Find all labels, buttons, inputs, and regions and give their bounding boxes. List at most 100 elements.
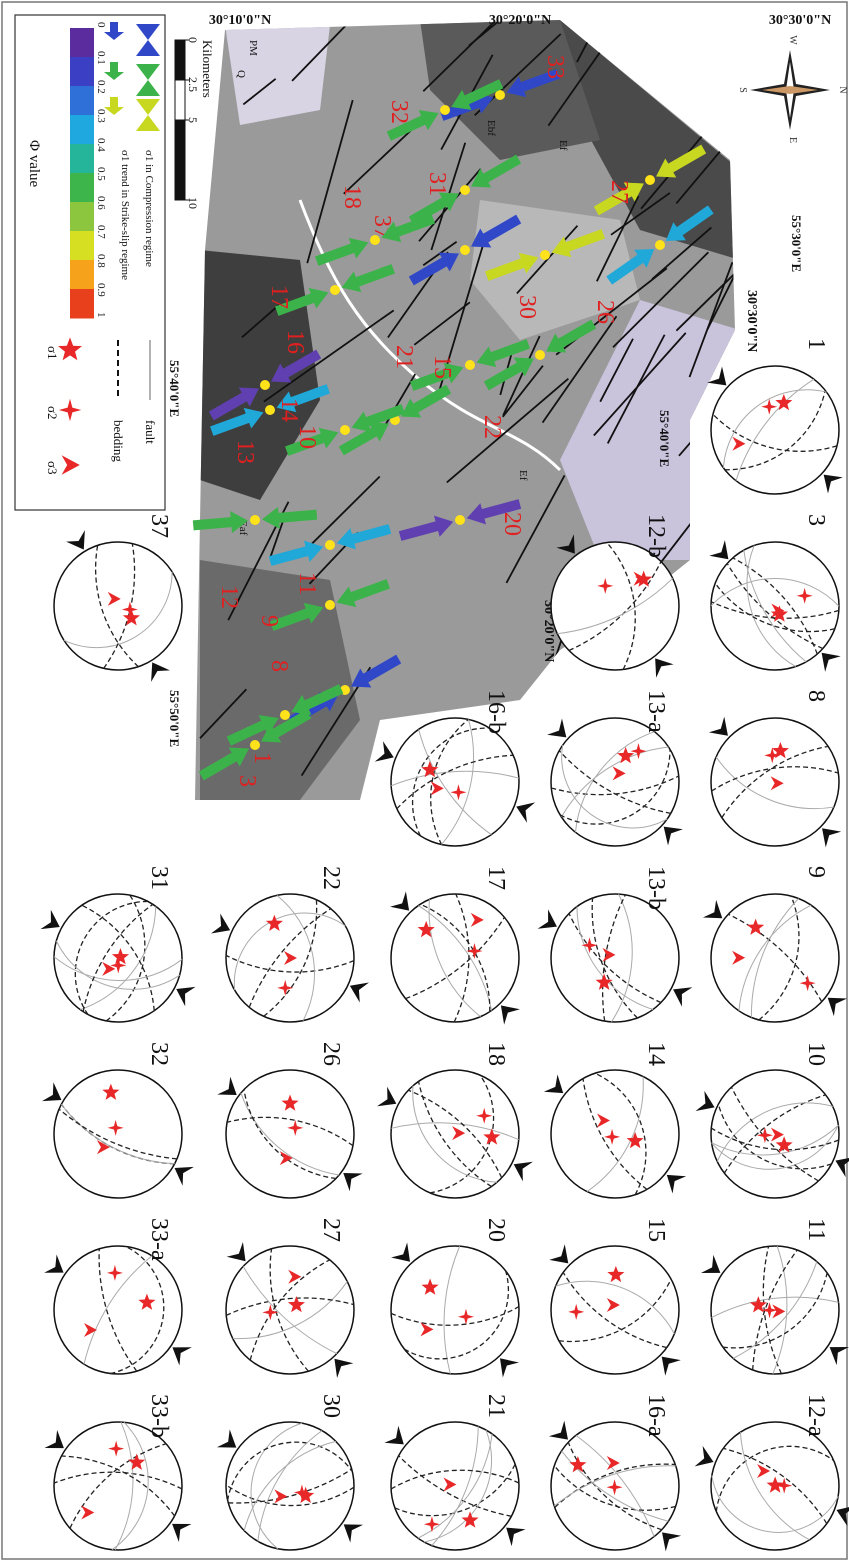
site-dot <box>325 600 335 610</box>
site-label: 31 <box>424 172 450 196</box>
colorbar-band <box>70 289 94 319</box>
longitude-label: 55°40'0"E <box>167 360 182 417</box>
stereonet-label: 10 <box>803 1042 829 1066</box>
site-label: 12 <box>216 585 242 609</box>
stereonet-label: 26 <box>318 1042 344 1066</box>
site-label: 30 <box>514 295 540 319</box>
colorbar-band <box>70 86 94 116</box>
colorbar-tick-label: 0.7 <box>95 225 107 239</box>
site-label: 32 <box>386 100 412 124</box>
site-label: 17 <box>266 285 292 309</box>
colorbar-tick-label: 0.3 <box>95 109 107 123</box>
colorbar-tick-label: 0.4 <box>95 138 107 152</box>
stereonet-label: 12-a <box>803 1394 829 1437</box>
stereonet-label: 14 <box>643 1042 669 1066</box>
scale-tick-label: 5 <box>186 117 200 123</box>
site-label: 15 <box>429 355 455 379</box>
site-dot <box>440 105 450 115</box>
stereonet-label: 20 <box>483 1218 509 1242</box>
site-label: 14 <box>276 398 302 422</box>
stereonet-circle <box>551 542 679 670</box>
legend-label: σ2 <box>45 406 60 420</box>
stereonet-circle <box>54 1070 182 1198</box>
site-dot <box>370 235 380 245</box>
colorbar-band <box>70 28 94 58</box>
colorbar-tick-label: 0.9 <box>95 283 107 297</box>
site-dot <box>465 360 475 370</box>
legend-label: σ1 in Compression regime <box>143 150 155 267</box>
site-dot <box>265 405 275 415</box>
legend-label: σ1 trend in Strike-slip regime <box>119 150 131 280</box>
stereonet-circle <box>54 542 182 670</box>
longitude-label: 55°50'0"E <box>167 690 182 747</box>
stereonet-circle <box>711 894 839 1022</box>
colorbar-tick-label: 0.6 <box>95 196 107 210</box>
unit-label: PM <box>247 40 259 56</box>
site-dot <box>330 285 340 295</box>
site-dot <box>540 250 550 260</box>
site-label: 8 <box>266 660 292 672</box>
colorbar-tick-label: 1 <box>95 312 107 318</box>
site-dot <box>325 540 335 550</box>
site-label: 18 <box>339 185 365 209</box>
site-label: 11 <box>294 572 320 595</box>
stereonet-label: 8 <box>803 690 829 702</box>
unit-label: Ef <box>557 140 569 151</box>
page: { "map": { "latitude_labels": ["30°30'0\… <box>0 0 849 1561</box>
site-label: 26 <box>592 300 618 324</box>
site-dot <box>460 245 470 255</box>
stereonet-circle <box>391 1246 519 1374</box>
stereonet-label: 32 <box>146 1042 172 1066</box>
stereonet-circle <box>551 1070 679 1198</box>
colorbar-band <box>70 115 94 145</box>
scale-segment <box>175 80 185 120</box>
stereonet-label: 15 <box>643 1218 669 1242</box>
stereonet-label: 37 <box>146 514 172 538</box>
scale-title: Kilometers <box>200 40 215 98</box>
colorbar-band <box>70 57 94 87</box>
site-dot <box>260 380 270 390</box>
stereonet-label: 30 <box>318 1394 344 1418</box>
stereonet-label: 31 <box>146 866 172 890</box>
scale-segment <box>175 120 185 200</box>
stereonet-label: 12-b <box>643 514 669 558</box>
latitude-label: 30°20'0"N <box>489 13 551 28</box>
stereonet-label: 16-b <box>483 690 509 734</box>
scale-tick-label: 10 <box>186 197 200 209</box>
stereonet-label: 3 <box>803 514 829 526</box>
legend-label: bedding <box>111 420 126 462</box>
latitude-label: 30°10'0"N <box>209 13 271 28</box>
scale-segment <box>175 40 185 80</box>
unit-label: Ebf <box>485 120 497 136</box>
site-label: 27 <box>606 180 632 204</box>
site-label: 21 <box>391 345 417 369</box>
colorbar-band <box>70 260 94 290</box>
compass-label: W <box>787 35 798 45</box>
site-label: 33 <box>542 55 568 79</box>
longitude-label: 55°30'0"E <box>789 215 804 272</box>
site-label: 20 <box>499 512 525 536</box>
colorbar-band <box>70 144 94 174</box>
scale-tick-label: 0 <box>186 37 200 43</box>
figure: 30°30'0"N30°20'0"N30°10'0"N30°10'0"N30°3… <box>0 0 849 1561</box>
stereonet-label: 22 <box>318 866 344 890</box>
stereonet-label: 21 <box>483 1394 509 1418</box>
site-label: 3 <box>234 775 260 787</box>
longitude-label: 55°40'0"E <box>657 410 672 467</box>
legend-label: σ1 <box>45 346 60 360</box>
stereonet-circle <box>226 1246 354 1374</box>
site-label: 16 <box>282 330 308 354</box>
stereonet-label: 17 <box>483 866 509 890</box>
unit-label: Q <box>235 70 247 78</box>
legend-label: fault <box>143 420 158 444</box>
colorbar-tick-label: 0.5 <box>95 167 107 181</box>
unit-label: Ef <box>517 470 529 481</box>
site-dot <box>645 175 655 185</box>
stereonet-circle <box>391 718 519 846</box>
compass-label: E <box>787 137 798 143</box>
stereonet-label: 13-a <box>643 690 669 733</box>
colorbar-band <box>70 202 94 232</box>
stereonet-circle <box>551 894 679 1022</box>
compass-label: N <box>837 86 848 93</box>
compass-label: S <box>737 87 748 93</box>
